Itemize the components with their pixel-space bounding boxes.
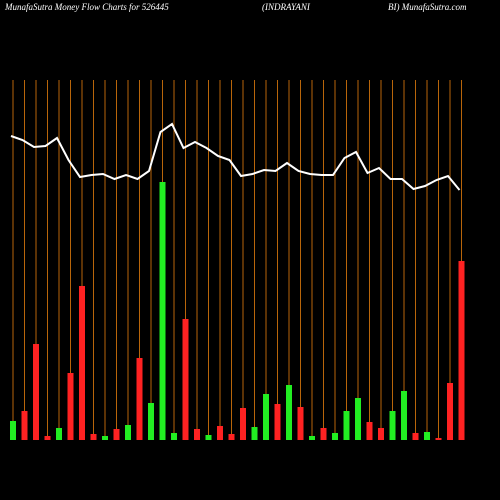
bar xyxy=(125,425,131,440)
bar xyxy=(251,427,258,440)
bar xyxy=(228,434,235,440)
bar xyxy=(332,433,338,440)
bar xyxy=(286,385,292,440)
money-flow-line xyxy=(10,122,461,191)
chart-title: MunafaSutra Money Flow Charts for 526445 xyxy=(4,2,169,12)
bar xyxy=(159,182,166,440)
bar xyxy=(424,432,430,440)
bar xyxy=(263,394,269,440)
chart-subtitle: (INDRAYANI xyxy=(262,2,311,12)
bar xyxy=(33,344,39,440)
bar xyxy=(10,421,16,440)
bar xyxy=(113,429,120,440)
bar xyxy=(67,373,74,440)
bar xyxy=(182,319,189,440)
bar xyxy=(412,433,419,440)
bar xyxy=(217,426,223,440)
bar xyxy=(447,383,453,440)
bar xyxy=(320,428,327,440)
bar xyxy=(401,391,407,440)
bar xyxy=(171,433,177,440)
bar xyxy=(343,411,350,440)
bar xyxy=(44,436,51,440)
bar xyxy=(148,403,154,440)
bar xyxy=(205,435,212,440)
bar xyxy=(297,407,304,440)
bar xyxy=(309,436,315,440)
bar xyxy=(102,436,108,440)
bar xyxy=(136,358,143,440)
bar xyxy=(355,398,361,440)
bar xyxy=(389,411,396,440)
bar xyxy=(378,428,384,440)
chart-title-right: BI) MunafaSutra.com xyxy=(388,2,467,12)
bar xyxy=(274,404,281,440)
bar xyxy=(194,429,200,440)
bar xyxy=(56,428,62,440)
bar xyxy=(435,438,442,440)
bar xyxy=(366,422,373,440)
bar xyxy=(21,411,28,440)
bar xyxy=(90,434,97,440)
bar xyxy=(79,286,85,440)
bar xyxy=(240,408,246,440)
bar xyxy=(458,261,465,440)
